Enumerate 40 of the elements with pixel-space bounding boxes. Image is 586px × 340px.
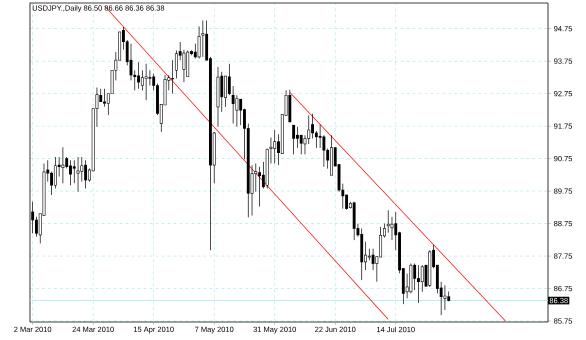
candlestick xyxy=(235,94,238,128)
candlestick xyxy=(239,98,242,126)
candlestick xyxy=(76,156,80,192)
candlestick xyxy=(69,160,72,186)
candlestick xyxy=(444,284,446,310)
candlestick xyxy=(174,50,178,79)
candlestick xyxy=(103,88,106,107)
candlestick xyxy=(292,124,296,155)
candlestick xyxy=(148,70,152,86)
candlestick xyxy=(216,66,220,128)
candlestick xyxy=(352,201,356,240)
candlestick xyxy=(232,86,235,124)
candlestick xyxy=(372,248,375,270)
candlestick xyxy=(417,264,420,304)
candlestick xyxy=(413,263,416,291)
candlestick xyxy=(171,60,174,94)
candlestick xyxy=(311,113,314,139)
candlestick xyxy=(258,166,262,208)
candlestick xyxy=(318,124,322,148)
candlestick xyxy=(228,63,231,96)
candlestick xyxy=(80,156,84,182)
candlestick xyxy=(198,26,201,59)
candlestick xyxy=(140,70,144,91)
candlestick xyxy=(144,63,148,100)
candlestick xyxy=(61,146,64,184)
candlestick xyxy=(201,20,204,58)
candlestick xyxy=(224,76,227,108)
candlestick xyxy=(182,49,186,83)
candlestick xyxy=(137,62,140,90)
candlestick xyxy=(322,134,326,168)
candlestick xyxy=(296,126,299,148)
candlestick xyxy=(390,216,394,240)
candlestick xyxy=(368,248,371,261)
candlestick xyxy=(54,156,57,189)
candlestick xyxy=(270,137,272,164)
candlestick xyxy=(307,115,310,144)
candlestick xyxy=(330,134,333,176)
candlestick xyxy=(386,210,390,234)
candlestick xyxy=(130,43,132,81)
candlestick xyxy=(84,160,88,189)
